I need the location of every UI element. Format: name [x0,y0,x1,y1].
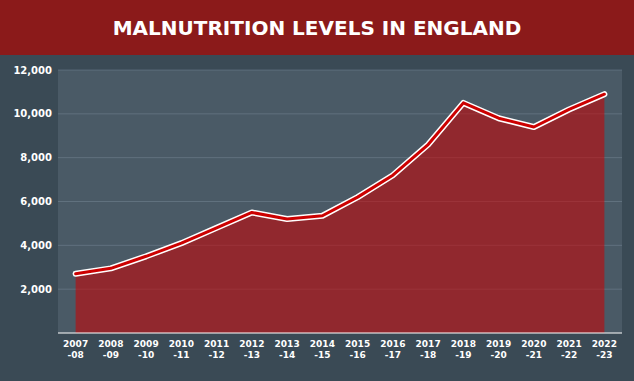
x-tick-label: 2020-21 [521,339,546,360]
chart-container: MALNUTRITION LEVELS IN ENGLAND 2,000 4,000… [0,0,634,381]
y-tick-label: 12,000 [13,65,52,76]
x-axis-line [58,333,622,334]
grid-line [58,113,622,114]
chart-svg: MALNUTRITION LEVELS IN ENGLAND 2,000 4,000… [0,0,634,381]
x-tick-label: 2007-08 [63,339,88,360]
x-tick-label: 2016-17 [380,339,405,360]
plot-marks [76,94,605,333]
line [76,94,605,274]
x-tick-label: 2017-18 [416,339,441,360]
x-tick-label: 2011-12 [204,339,229,360]
x-tick-label: 2022-23 [592,339,617,360]
x-tick-label: 2015-16 [345,339,370,360]
x-tick-label: 2021-22 [557,339,582,360]
y-tick-label: 2,000 [20,284,52,295]
x-tick-label: 2014-15 [310,339,335,360]
y-tick-label: 4,000 [20,240,52,251]
y-tick-label: 10,000 [13,108,52,119]
title: MALNUTRITION LEVELS IN ENGLAND [113,16,522,40]
x-tick-label: 2018-19 [451,339,476,360]
x-tick-label: 2009-10 [134,339,159,360]
y-tick-label: 8,000 [20,152,52,163]
plot-background [58,70,622,333]
y-tick-label: 6,000 [20,196,52,207]
title-banner [0,0,634,55]
line-outline [76,94,605,274]
x-tick-label: 2013-14 [275,339,300,360]
x-tick-label: 2008-09 [98,339,123,360]
x-tick-label: 2019-20 [486,339,511,360]
grid-line [58,70,622,71]
background [0,0,634,381]
x-tick-label: 2010-11 [169,339,194,360]
x-tick-label: 2012-13 [239,339,264,360]
area-fill [76,94,605,333]
